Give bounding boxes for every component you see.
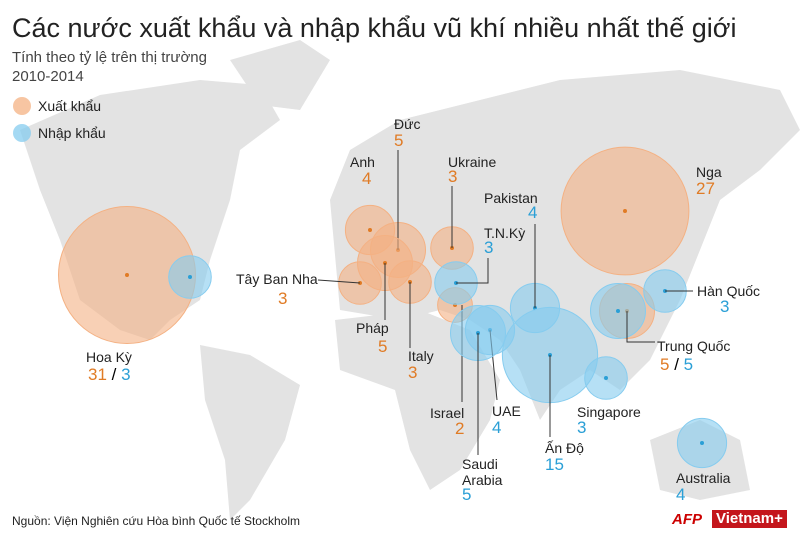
import-dot (616, 309, 620, 313)
country-values: 3 (408, 364, 417, 382)
import-value: 4 (492, 418, 502, 437)
subtitle: Tính theo tỷ lệ trên thị trường (12, 49, 207, 66)
country-name: Trung Quốc (657, 338, 731, 354)
country-name: Ukraine (448, 154, 497, 170)
logo-afp: AFP (672, 511, 702, 528)
import-value: 3 (720, 297, 730, 316)
leader-line (456, 258, 489, 284)
export-value: 3 (278, 289, 288, 308)
country-name: Tây Ban Nha (236, 271, 318, 287)
import-value: 4 (528, 203, 538, 222)
import-value: 3 (577, 418, 587, 437)
title: Các nước xuất khẩu và nhập khẩu vũ khí n… (12, 13, 737, 43)
export-value: 5 (660, 355, 670, 374)
country-name: Đức (394, 116, 421, 132)
country-name: T.N.Kỳ (484, 225, 526, 241)
separator: / (111, 365, 117, 384)
country-name: Nga (696, 164, 722, 180)
legend-export: Xuất khẩu (38, 98, 102, 114)
country-values: 3 (720, 298, 729, 316)
export-value: 27 (696, 179, 715, 198)
source: Nguồn: Viện Nghiên cứu Hòa bình Quốc tế … (12, 514, 300, 528)
country-name: Hoa Kỳ (86, 349, 132, 365)
country-name: Singapore (577, 404, 641, 420)
country-values: 5 (462, 486, 471, 504)
country-name: Pháp (356, 320, 389, 336)
country-values: 5 (394, 132, 403, 150)
import-dot (188, 275, 192, 279)
legend-swatch-export (13, 97, 31, 115)
export-dot (368, 228, 372, 232)
export-dot (623, 209, 627, 213)
country-values: 3 (278, 290, 287, 308)
country-values: 4 (528, 204, 537, 222)
legend-import: Nhập khẩu (38, 125, 106, 141)
country-values: 5 (378, 338, 387, 356)
export-value: 5 (394, 131, 404, 150)
country-name: Saudi Arabia (462, 456, 503, 488)
period: 2010-2014 (12, 68, 84, 85)
country-values: 3 (484, 239, 493, 257)
leader-line (626, 311, 655, 343)
export-value: 3 (408, 363, 418, 382)
country-values: 15 (545, 456, 564, 474)
legend-swatch-import (13, 124, 31, 142)
country-name: Italy (408, 348, 434, 364)
country-values: 4 (362, 170, 371, 188)
country-name: Anh (350, 154, 375, 170)
country-name: Pakistan (484, 190, 538, 206)
country-values: 3 (448, 168, 457, 186)
separator: / (674, 355, 679, 374)
country-values: 27 (696, 180, 715, 198)
country-values: 5 / 5 (660, 356, 693, 374)
import-value: 5 (683, 355, 694, 374)
import-dot (700, 441, 704, 445)
country-values: 2 (455, 420, 464, 438)
country-values: 3 (577, 419, 586, 437)
country-values: 4 (492, 419, 501, 437)
export-dot (125, 273, 129, 277)
import-value: 3 (121, 365, 131, 384)
country-name: UAE (492, 403, 521, 419)
country-name: Australia (676, 470, 731, 486)
import-value: 15 (545, 455, 564, 474)
import-value: 5 (462, 485, 472, 504)
logo-vietnamplus: Vietnam+ (712, 510, 787, 528)
country-values: 31 / 3 (88, 366, 131, 384)
export-value: 5 (378, 337, 388, 356)
import-dot (604, 376, 608, 380)
leader-line (317, 279, 361, 284)
country-name: Ấn Độ (545, 440, 584, 456)
country-values: 4 (676, 486, 685, 504)
import-value: 3 (484, 238, 494, 257)
country-name: Israel (430, 405, 465, 421)
export-value: 31 (88, 365, 107, 384)
import-value: 4 (676, 485, 686, 504)
country-name: Hàn Quốc (697, 283, 761, 299)
export-value: 2 (455, 419, 465, 438)
export-value: 4 (362, 169, 372, 188)
export-value: 3 (448, 167, 458, 186)
